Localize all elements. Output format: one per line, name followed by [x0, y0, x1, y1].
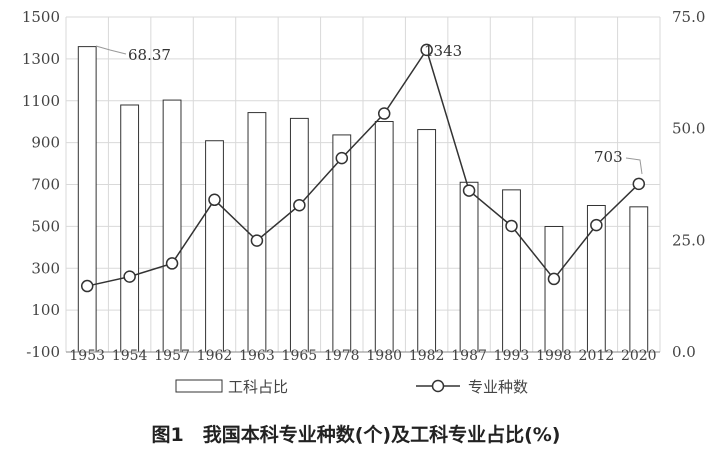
x-tick-label: 1980	[366, 348, 402, 364]
x-tick-label: 1957	[154, 348, 190, 364]
chart-title: 图1 我国本科专业种数(个)及工科专业占比(%)	[152, 423, 561, 446]
annotation-leader-first-bar	[95, 45, 127, 55]
bar	[120, 104, 140, 353]
line-path	[87, 48, 640, 287]
line-point	[80, 279, 94, 293]
x-tick-label: 1998	[536, 348, 572, 364]
y-left-tick-label: 1100	[22, 92, 60, 110]
x-tick-label: 1982	[409, 348, 445, 364]
y-right-tick-label: 75.0	[672, 8, 705, 26]
bar	[374, 121, 394, 353]
bar	[77, 46, 97, 353]
line-point	[590, 218, 603, 232]
bar	[417, 129, 437, 353]
legend-bar-swatch	[175, 379, 223, 393]
line-point	[462, 184, 476, 197]
y-left-tick-label: 900	[31, 134, 60, 152]
annotation-peak-value: 1343	[424, 42, 462, 60]
x-tick-label: 1978	[324, 348, 360, 364]
axes: 1500 1300 1100 900 700 500 300 100 -100 75.0 50.0 2…	[22, 8, 706, 364]
legend-line-label: 专业种数	[468, 378, 528, 396]
x-tick-label: 2020	[621, 348, 657, 364]
annotation-leader-last-point	[625, 157, 643, 175]
legend-bar-label: 工科占比	[228, 378, 288, 396]
x-tick-label: 1954	[112, 348, 148, 364]
line-point	[420, 43, 433, 57]
x-tick-label: 1987	[451, 348, 487, 364]
bar	[205, 140, 224, 353]
y-left-tick-label: 700	[31, 176, 60, 194]
y-left-tick-label: 1300	[22, 50, 60, 68]
line-point	[165, 257, 179, 270]
line-point	[208, 193, 221, 207]
x-tick-label: 1963	[239, 348, 275, 364]
line-point	[377, 107, 391, 120]
bar	[502, 189, 521, 353]
y-left-tick-label: -100	[26, 343, 60, 361]
y-right-tick-label: 0.0	[672, 343, 696, 361]
bar	[332, 134, 352, 353]
y-right-tick-label: 25.0	[672, 231, 705, 249]
y-left-tick-label: 100	[31, 301, 60, 319]
x-tick-label: 1993	[494, 348, 530, 364]
x-tick-label: 1953	[69, 348, 105, 364]
y-right-tick-label: 50.0	[672, 120, 705, 138]
bar	[289, 117, 309, 353]
y-left-tick-label: 1500	[22, 8, 60, 26]
x-tick-label: 1965	[282, 348, 318, 364]
x-tick-label: 1962	[197, 348, 233, 364]
line-point	[505, 219, 518, 233]
bar	[247, 112, 267, 353]
line-point	[123, 270, 136, 283]
annotation-first-bar-value: 68.37	[128, 46, 171, 64]
bar	[629, 206, 649, 353]
y-left-tick-label: 500	[31, 217, 60, 235]
line-point	[250, 234, 264, 247]
line-series	[80, 43, 646, 293]
grid-lines	[65, 16, 661, 353]
line-point	[335, 151, 349, 165]
line-point	[632, 177, 646, 191]
annotation-last-value: 703	[594, 148, 623, 166]
bar	[544, 225, 564, 353]
bar	[459, 181, 479, 353]
line-point	[293, 198, 306, 212]
bar	[162, 99, 182, 353]
line-point	[547, 272, 561, 286]
x-tick-label: 2012	[579, 348, 615, 364]
legend-line-marker	[431, 379, 445, 393]
y-left-tick-label: 300	[31, 259, 60, 277]
